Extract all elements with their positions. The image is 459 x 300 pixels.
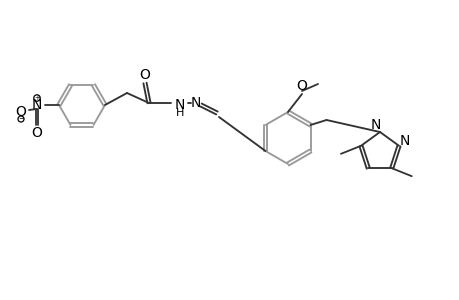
Text: +: + [34, 95, 40, 101]
Text: O: O [296, 79, 307, 93]
Text: N: N [370, 118, 381, 132]
Text: O: O [16, 105, 26, 119]
Text: −: − [18, 116, 24, 122]
Text: H: H [175, 108, 184, 118]
Text: N: N [190, 96, 201, 110]
Text: N: N [174, 98, 185, 112]
Text: N: N [399, 134, 409, 148]
Text: O: O [32, 126, 42, 140]
Text: O: O [139, 68, 150, 82]
Text: N: N [32, 98, 42, 112]
